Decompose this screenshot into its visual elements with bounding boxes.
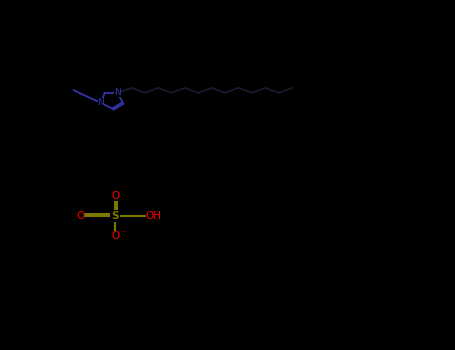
Text: O: O: [76, 211, 84, 221]
Text: N: N: [97, 98, 104, 107]
Text: N: N: [115, 88, 121, 97]
Text: O: O: [111, 191, 119, 201]
Text: O: O: [111, 231, 119, 241]
Text: S: S: [111, 211, 119, 221]
Text: ⁻: ⁻: [121, 228, 126, 237]
Text: OH: OH: [146, 211, 162, 221]
